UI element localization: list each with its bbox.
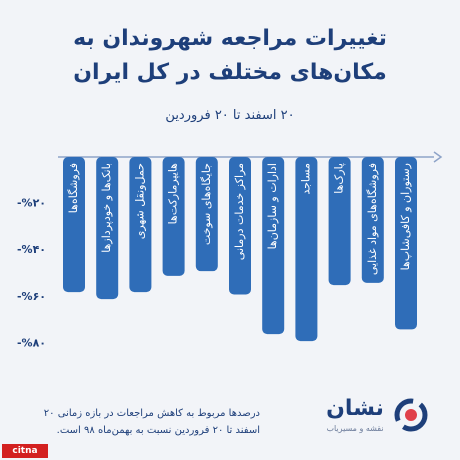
chart-subtitle: ۲۰ اسفند تا ۲۰ فروردین <box>165 108 295 123</box>
bar-category-label: مراکز خدمات درمانی <box>233 163 246 260</box>
bar <box>328 157 351 286</box>
bar-item: حمل‌ونقل شهری <box>129 157 152 293</box>
brand-tagline: نقشه و مسیریاب <box>326 424 384 433</box>
bar-category-label: هایپرمارکت‌ها <box>167 163 180 225</box>
chart-title: تغییرات مراجعه شهروندان به مکان‌های مختل… <box>0 22 460 90</box>
bar <box>129 157 152 293</box>
bar-category-label: پارک‌ها <box>333 163 346 194</box>
bar-item: فروشگاه‌های مواد غذایی <box>361 157 384 283</box>
bar-item: مراکز خدمات درمانی <box>229 157 251 295</box>
bar <box>63 157 85 293</box>
bar <box>96 157 119 300</box>
y-tick-label: -%۴۰ <box>17 243 46 256</box>
bar-item: ادارات و سازمان‌ها <box>262 157 285 335</box>
y-tick-group: -%۲۰ -%۴۰ -%۶۰ -%۸۰ <box>17 197 46 350</box>
brand-block: نشان نقشه و مسیریاب <box>322 396 432 440</box>
chart-title-line-1: تغییرات مراجعه شهروندان به <box>73 26 387 51</box>
bar-group: رستوران و کافی‌شاپ‌ها فروشگاه‌های مواد غذ… <box>63 157 417 342</box>
bar-category-label: فروشگاه‌ها <box>67 163 80 213</box>
bar <box>195 157 218 272</box>
bar-item: مساجد <box>295 157 318 342</box>
bar-category-label: بانک‌ها و خودپردازها <box>100 163 113 253</box>
brand-name: نشان <box>326 396 384 421</box>
bar-category-label: فروشگاه‌های مواد غذایی <box>366 163 379 275</box>
footnote: درصدها مربوط به کاهش مراجعات در بازه زما… <box>43 408 260 436</box>
bar <box>295 157 318 342</box>
bar-item: رستوران و کافی‌شاپ‌ها <box>395 157 417 330</box>
bar <box>229 157 251 295</box>
bar-category-label: ادارات و سازمان‌ها <box>266 163 279 249</box>
brand-logo-icon <box>394 398 428 432</box>
bar-item: هایپرمارکت‌ها <box>162 157 185 276</box>
bar <box>162 157 185 276</box>
chart-title-line-2: مکان‌های مختلف در کل ایران <box>73 60 387 85</box>
y-tick-label: -%۲۰ <box>17 197 46 210</box>
bar-category-label: حمل‌ونقل شهری <box>133 163 146 239</box>
y-tick-label: -%۶۰ <box>17 290 46 303</box>
bar-category-label: رستوران و کافی‌شاپ‌ها <box>399 163 412 270</box>
bar-item: بانک‌ها و خودپردازها <box>96 157 119 300</box>
axis-arrow-icon <box>433 151 443 163</box>
bar-chart: رستوران و کافی‌شاپ‌ها فروشگاه‌های مواد غذ… <box>17 151 443 350</box>
bar <box>262 157 285 335</box>
bar <box>361 157 384 283</box>
bar-item: جایگاه‌های سوخت <box>195 157 218 272</box>
bar <box>395 157 417 330</box>
bar-item: فروشگاه‌ها <box>63 157 85 293</box>
bar-category-label: مساجد <box>299 163 312 195</box>
y-tick-label: -%۸۰ <box>17 336 46 349</box>
bar-item: پارک‌ها <box>328 157 351 286</box>
bar-category-label: جایگاه‌های سوخت <box>200 163 213 245</box>
source-logo: citna <box>2 444 48 458</box>
